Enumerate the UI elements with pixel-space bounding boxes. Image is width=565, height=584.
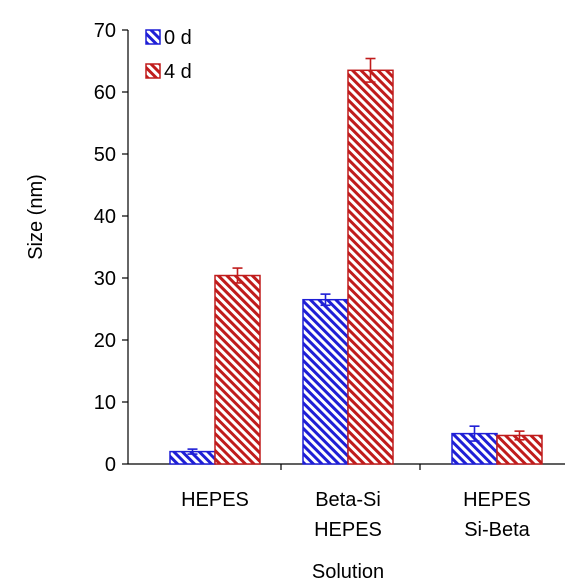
bar-4d-0 xyxy=(214,274,261,465)
y-tick-label-50: 50 xyxy=(94,144,116,166)
y-tick-label-20: 20 xyxy=(94,330,116,352)
x-category-label-0: HEPES xyxy=(181,489,249,511)
bar-4d-1 xyxy=(347,69,394,465)
legend-label-0d: 0 d xyxy=(164,27,192,49)
y-tick-label-70: 70 xyxy=(94,20,116,42)
x-category-label-1: Beta-Si HEPES xyxy=(314,489,382,541)
x-axis-title: Solution xyxy=(312,561,384,583)
y-tick-label-30: 30 xyxy=(94,268,116,290)
y-tick-label-0: 0 xyxy=(105,454,116,476)
x-axis-category-labels: HEPES Beta-Si HEPES HEPES Si-Beta xyxy=(181,489,531,541)
y-tick-label-60: 60 xyxy=(94,82,116,104)
legend-label-4d: 4 d xyxy=(164,61,192,83)
y-tick-label-10: 10 xyxy=(94,392,116,414)
y-axis-ticks: 0 10 20 30 40 50 60 70 xyxy=(94,20,128,476)
bar-0d-1 xyxy=(302,298,349,465)
bars-group xyxy=(169,57,543,465)
y-tick-label-40: 40 xyxy=(94,206,116,228)
y-axis-title: Size (nm) xyxy=(25,174,47,260)
legend-swatch-4d xyxy=(145,63,161,79)
x-category-label-2: HEPES Si-Beta xyxy=(463,489,531,541)
legend-swatch-0d xyxy=(145,29,161,45)
legend: 0 d 4 d xyxy=(145,27,192,83)
